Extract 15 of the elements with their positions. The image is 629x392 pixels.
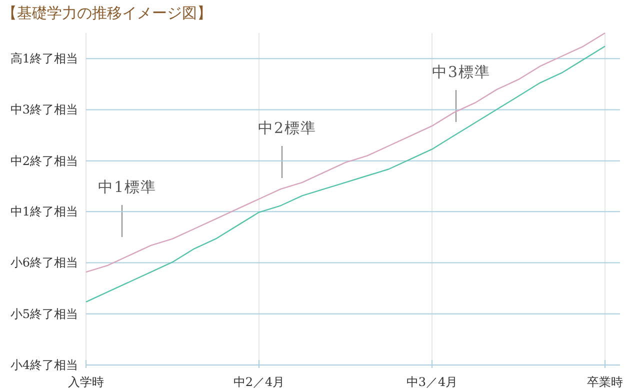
annotation: 中2標準 bbox=[258, 119, 317, 137]
x-tick-label: 中2／4月 bbox=[233, 375, 285, 389]
x-tick-label: 中3／4月 bbox=[406, 375, 458, 389]
annotation: 中1標準 bbox=[98, 178, 157, 196]
x-tick-label: 入学時 bbox=[68, 375, 104, 389]
ref-line-label: 中1終了相当 bbox=[10, 204, 78, 219]
ref-line-label: 小6終了相当 bbox=[10, 256, 78, 270]
x-tick-label: 卒業時 bbox=[587, 375, 623, 389]
ref-line-label: 小4終了相当 bbox=[10, 358, 78, 372]
ref-line-label: 中2終了相当 bbox=[10, 154, 78, 168]
ref-line-label: 高1終了相当 bbox=[10, 52, 78, 66]
annotation: 中3標準 bbox=[432, 63, 491, 81]
ref-line-label: 中3終了相当 bbox=[10, 102, 78, 117]
chart-title: 【基礎学力の推移イメージ図】 bbox=[2, 4, 212, 22]
ref-line-label: 小5終了相当 bbox=[10, 306, 78, 321]
